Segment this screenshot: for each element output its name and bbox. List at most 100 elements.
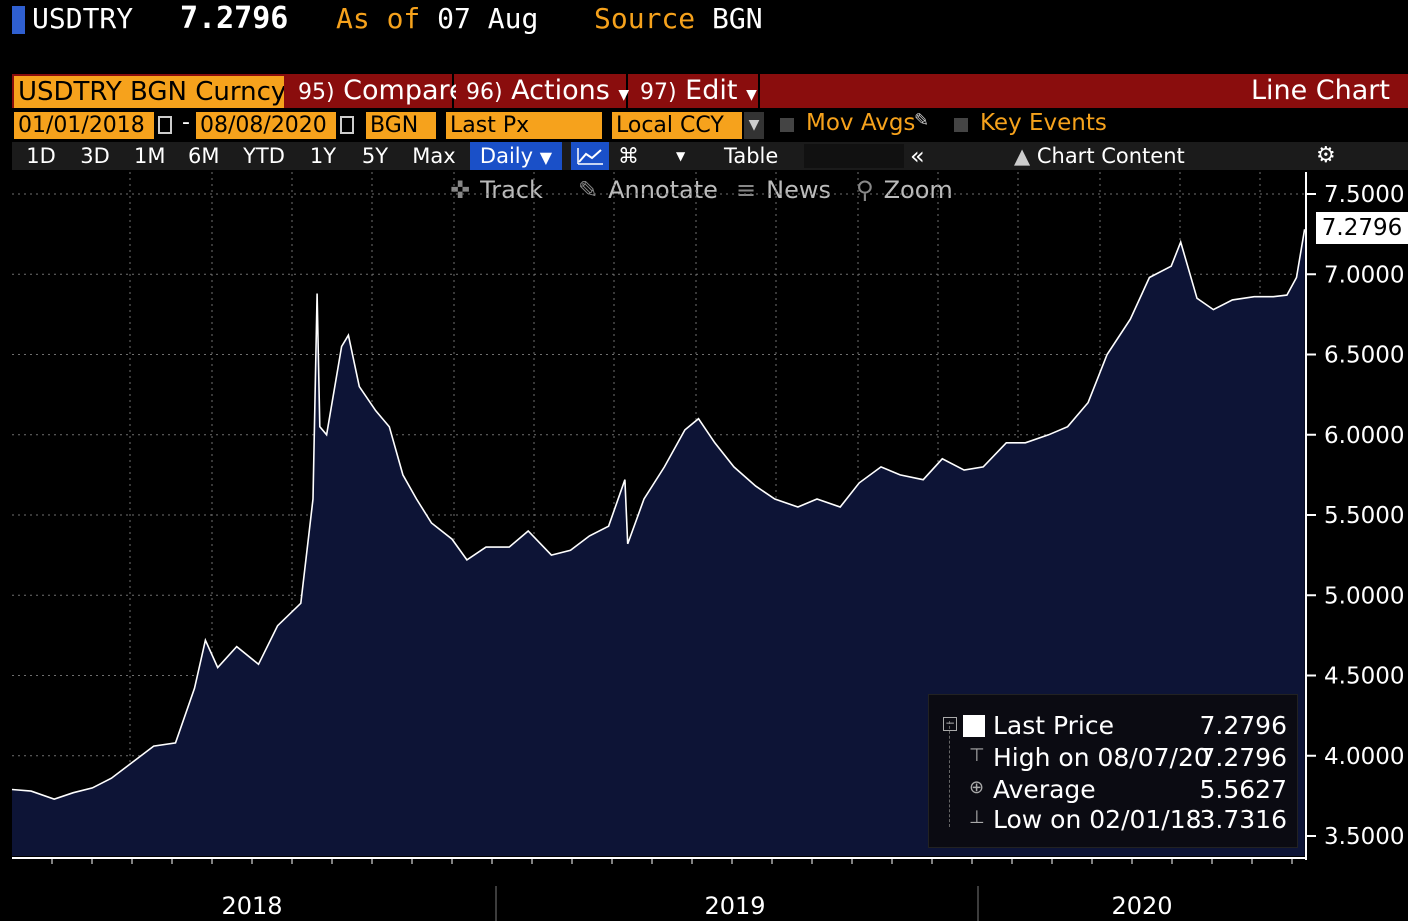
legend-tree-line	[949, 721, 951, 827]
source: Source BGN	[594, 2, 763, 35]
compare-button[interactable]: 95) Compare	[288, 74, 466, 108]
magnifier-icon: ⚲	[856, 176, 874, 204]
end-date-field[interactable]: 08/08/2020	[196, 112, 336, 139]
y-tick-label: 6.5000	[1324, 343, 1404, 369]
title-row: USDTRY 7.2796 As of 07 Aug Source BGN	[0, 0, 1408, 44]
mov-avgs-label[interactable]: Mov Avgs	[806, 110, 916, 136]
edit-label: Edit	[685, 75, 738, 106]
security-field[interactable]: USDTRY BGN Curncy	[14, 76, 284, 108]
legend-high-value: 7.2796	[1199, 743, 1287, 772]
as-of: As of 07 Aug	[336, 2, 538, 35]
legend-last-price-label: Last Price	[993, 711, 1115, 740]
ticker-symbol: USDTRY	[32, 2, 134, 35]
low-marker-icon: ⊥	[969, 807, 985, 828]
y-tick-label: 6.0000	[1324, 423, 1404, 449]
annotate-label: Annotate	[608, 176, 718, 204]
y-tick-label: 7.5000	[1324, 182, 1404, 208]
range-button-3d[interactable]: 3D	[80, 144, 110, 168]
currency-dropdown-icon[interactable]: ▼	[744, 112, 764, 139]
edit-button[interactable]: 97) Edit ▼	[630, 74, 760, 108]
pencil-icon: ✎	[578, 176, 599, 204]
zoom-tool[interactable]: ⚲ Zoom	[856, 176, 953, 204]
news-icon: ≡	[736, 176, 757, 204]
annotate-tool[interactable]: ✎ Annotate	[578, 176, 718, 204]
y-tick-label: 5.0000	[1324, 583, 1404, 609]
y-tick-label: 4.5000	[1324, 664, 1404, 690]
crosshair-icon: ✜	[450, 176, 471, 204]
legend-high-label: High on 08/07/20	[993, 743, 1210, 772]
caret-down-icon: ▼	[746, 87, 757, 103]
source-field[interactable]: BGN	[366, 112, 436, 139]
last-price-swatch	[963, 715, 985, 737]
mov-avgs-checkbox[interactable]	[780, 118, 794, 132]
range-button-1d[interactable]: 1D	[26, 144, 56, 168]
as-of-label: As of	[336, 2, 421, 35]
table-spacer	[804, 144, 904, 168]
as-of-date: 07 Aug	[437, 2, 539, 35]
calendar-icon[interactable]	[158, 116, 172, 134]
x-year-label: 2020	[1111, 892, 1172, 920]
key-events-label[interactable]: Key Events	[980, 110, 1107, 136]
range-button-6m[interactable]: 6M	[188, 144, 220, 168]
price-line	[11, 229, 1306, 800]
actions-label: Actions	[511, 75, 610, 106]
high-marker-icon: ⊤	[969, 745, 985, 766]
chart-content-icon: ▲	[1014, 144, 1031, 168]
table-button[interactable]: Table	[724, 144, 779, 168]
date-separator: -	[182, 110, 190, 135]
legend-average-label: Average	[993, 775, 1096, 804]
settings-gear-icon[interactable]: ⚙	[1316, 143, 1336, 168]
legend-last-price-value: 7.2796	[1199, 711, 1287, 740]
range-toolbar	[12, 142, 1408, 170]
line-chart-icon	[577, 148, 603, 165]
chart-type-dropdown-icon[interactable]: ▼	[676, 149, 686, 163]
key-events-checkbox[interactable]	[954, 118, 968, 132]
y-tick-label: 4.0000	[1324, 744, 1404, 770]
average-marker-icon: ⊕	[969, 777, 985, 798]
caret-down-icon: ▼	[618, 87, 630, 103]
chart-content-button[interactable]: ▲ Chart Content	[1014, 142, 1185, 170]
range-button-1y[interactable]: 1Y	[309, 144, 337, 168]
x-year-label: 2019	[704, 892, 765, 920]
periodicity-selector[interactable]: Daily ▼	[470, 142, 562, 170]
caret-down-icon: ▼	[539, 148, 553, 167]
source-value: BGN	[712, 2, 763, 35]
news-tool[interactable]: ≡ News	[736, 176, 831, 204]
y-tick-label: 5.5000	[1324, 503, 1404, 529]
collapse-legend-icon[interactable]: −	[943, 716, 957, 731]
zoom-label: Zoom	[883, 176, 953, 204]
legend-average-value: 5.5627	[1199, 775, 1287, 804]
edit-number: 97)	[640, 80, 677, 105]
bar-chart-type-icon[interactable]: ⌘	[618, 144, 639, 168]
last-value: 7.2796	[180, 1, 289, 36]
chart-legend: − Last Price 7.2796 ⊤ High on 08/07/20 7…	[928, 694, 1298, 848]
track-label: Track	[480, 176, 543, 204]
line-chart-type-button[interactable]	[571, 142, 609, 170]
chart-content-label: Chart Content	[1036, 144, 1185, 168]
last-price-tag: 7.2796	[1316, 212, 1408, 244]
y-tick-label: 7.0000	[1324, 262, 1404, 288]
track-tool[interactable]: ✜ Track	[450, 176, 543, 204]
compare-label: Compare	[343, 75, 466, 106]
range-button-max[interactable]: Max	[412, 144, 456, 168]
calendar-icon[interactable]	[340, 116, 354, 134]
range-button-1m[interactable]: 1M	[134, 144, 166, 168]
news-label: News	[766, 176, 831, 204]
legend-low-label: Low on 02/01/18	[993, 805, 1202, 834]
y-tick-label: 3.5000	[1324, 824, 1404, 850]
x-year-label: 2018	[221, 892, 282, 920]
currency-selector[interactable]: Local CCY	[612, 112, 742, 139]
range-button-ytd[interactable]: YTD	[243, 144, 285, 168]
source-label: Source	[594, 2, 696, 35]
pencil-icon[interactable]: ✎	[914, 110, 930, 131]
chart-type-label[interactable]: Line Chart	[1250, 75, 1390, 106]
actions-number: 96)	[466, 80, 503, 105]
field-selector[interactable]: Last Px	[446, 112, 602, 139]
legend-low-value: 3.7316	[1199, 805, 1287, 834]
actions-button[interactable]: 96) Actions ▼	[456, 74, 630, 108]
compare-number: 95)	[298, 80, 335, 105]
start-date-field[interactable]: 01/01/2018	[14, 112, 154, 139]
collapse-icon[interactable]: «	[910, 142, 925, 170]
periodicity-label: Daily	[479, 144, 534, 168]
range-button-5y[interactable]: 5Y	[361, 144, 389, 168]
